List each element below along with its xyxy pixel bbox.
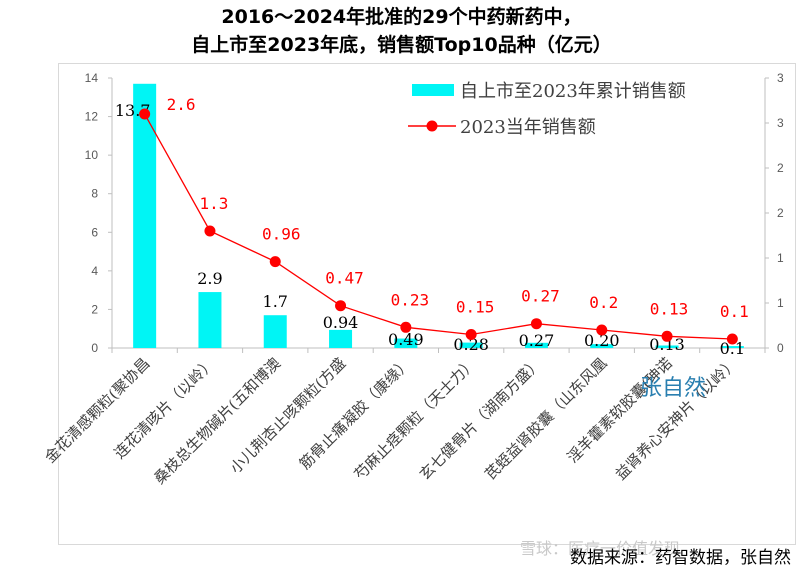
legend-label-line: 2023当年销售额 bbox=[460, 117, 596, 138]
bar-cumulative-sales bbox=[133, 83, 157, 349]
bar-cumulative-sales bbox=[655, 345, 679, 348]
x-category-label: 玄七健骨片（湖南方盛） bbox=[416, 354, 545, 483]
line-value-label: 0.47 bbox=[325, 269, 364, 288]
left-tick-label: 14 bbox=[85, 71, 99, 85]
author-stamp: 张自然 bbox=[640, 376, 707, 401]
line-marker-2023-sales bbox=[400, 321, 412, 333]
line-marker-2023-sales bbox=[204, 225, 216, 237]
bar-value-label: 0.13 bbox=[649, 335, 685, 354]
data-source-note: 数据来源：药智数据，张自然 bbox=[570, 548, 791, 568]
bar-cumulative-sales bbox=[329, 329, 353, 348]
bar-cumulative-sales bbox=[720, 346, 744, 348]
line-value-label: 0.1 bbox=[720, 302, 749, 321]
legend-label-bar: 自上市至2023年累计销售额 bbox=[460, 81, 686, 102]
right-tick-label: 1 bbox=[777, 296, 784, 310]
x-category-label: 金花清感颗粒(聚协昌 bbox=[41, 354, 153, 466]
bar-value-label: 0.49 bbox=[388, 330, 424, 349]
bar-cumulative-sales bbox=[459, 342, 483, 348]
x-category-label: 筋骨止痛凝胶（康缘） bbox=[296, 354, 415, 473]
watermark: 雪球：医疗一价值发现 bbox=[520, 539, 681, 558]
line-marker-2023-sales bbox=[726, 333, 738, 345]
right-tick-label: 2 bbox=[777, 206, 784, 220]
chart-title-line2: 自上市至2023年底，销售额Top10品种（亿元） bbox=[191, 34, 612, 56]
line-2023-sales bbox=[144, 113, 733, 340]
x-category-label: 桑枝总生物碱片(五和博澳 bbox=[151, 354, 285, 488]
line-marker-2023-sales bbox=[139, 108, 151, 120]
legend-swatch-marker bbox=[426, 120, 438, 132]
bar-value-label: 1.7 bbox=[263, 292, 288, 311]
line-value-label: 0.27 bbox=[521, 287, 560, 306]
bar-value-label: 0.28 bbox=[453, 335, 489, 354]
bar-cumulative-sales bbox=[263, 315, 287, 348]
line-marker-2023-sales bbox=[661, 330, 673, 342]
bar-value-label: 0.1 bbox=[720, 339, 745, 358]
right-tick-label: 0 bbox=[777, 341, 784, 355]
bar-value-label: 0.27 bbox=[519, 331, 555, 350]
line-marker-2023-sales bbox=[530, 318, 542, 330]
line-marker-2023-sales bbox=[335, 300, 347, 312]
line-marker-2023-sales bbox=[269, 256, 281, 268]
line-value-label: 0.23 bbox=[391, 290, 430, 309]
bar-cumulative-sales bbox=[524, 342, 548, 348]
line-value-label: 0.13 bbox=[650, 299, 689, 318]
right-tick-label: 2 bbox=[777, 161, 784, 175]
line-value-label: 0.96 bbox=[262, 225, 301, 244]
right-tick-label: 1 bbox=[777, 251, 784, 265]
left-tick-label: 4 bbox=[91, 264, 98, 278]
line-value-label: 1.3 bbox=[199, 194, 228, 213]
left-tick-label: 0 bbox=[91, 341, 98, 355]
bar-value-label: 0.94 bbox=[323, 313, 359, 332]
line-value-label: 0.2 bbox=[589, 293, 618, 312]
line-marker-2023-sales bbox=[596, 324, 608, 336]
chart-title-line1: 2016～2024年批准的29个中药新药中， bbox=[221, 6, 582, 28]
bar-cumulative-sales bbox=[394, 338, 418, 348]
right-tick-label: 3 bbox=[777, 71, 784, 85]
bar-cumulative-sales bbox=[590, 344, 614, 348]
chart-frame bbox=[58, 63, 796, 545]
left-tick-label: 2 bbox=[91, 302, 98, 316]
bar-cumulative-sales bbox=[198, 292, 222, 348]
legend-swatch-bar bbox=[412, 84, 454, 96]
left-tick-label: 6 bbox=[91, 225, 98, 239]
bar-value-label: 0.20 bbox=[584, 331, 620, 350]
line-value-label: 0.15 bbox=[456, 298, 495, 317]
left-tick-label: 10 bbox=[85, 148, 99, 162]
left-tick-label: 8 bbox=[91, 187, 98, 201]
line-marker-2023-sales bbox=[465, 329, 477, 340]
x-category-label: 芍麻止痉颗粒（天士力） bbox=[351, 354, 480, 483]
right-tick-label: 3 bbox=[777, 116, 784, 130]
x-category-label: 芪蛭益肾胶囊（山东风凰 bbox=[481, 354, 610, 483]
bar-value-label: 2.9 bbox=[197, 269, 222, 288]
x-category-label: 小儿荆杏止咳颗粒(方盛 bbox=[226, 354, 349, 477]
line-value-label: 2.6 bbox=[167, 95, 196, 114]
left-tick-label: 12 bbox=[85, 110, 99, 124]
